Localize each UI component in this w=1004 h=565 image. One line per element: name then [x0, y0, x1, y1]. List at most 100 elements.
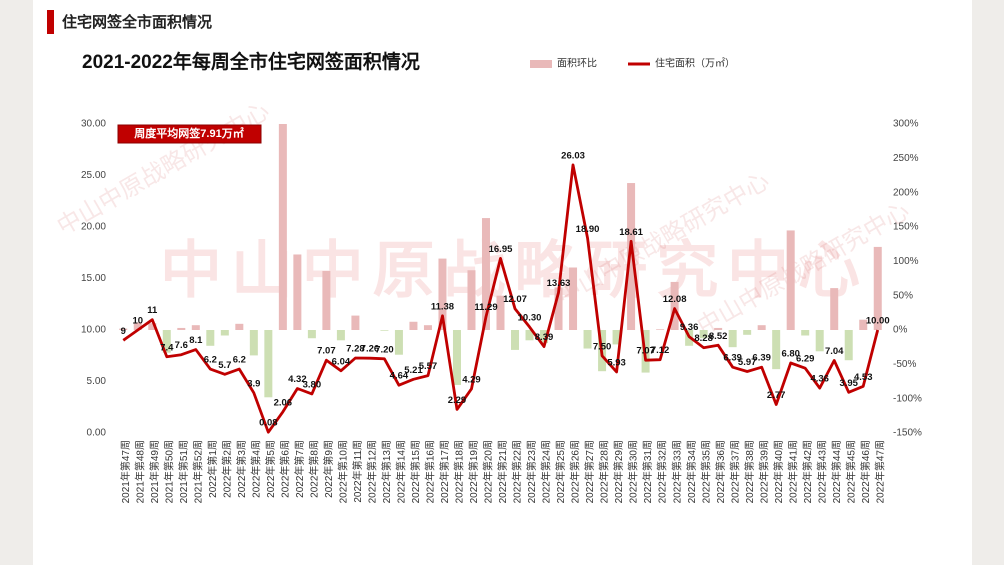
data-label: 7.20 [375, 344, 394, 355]
x-tick-label: 2022年第45周 [844, 440, 857, 503]
data-label: 0.08 [259, 418, 278, 429]
y2-tick-label: 250% [893, 153, 919, 164]
data-label: 12.07 [503, 294, 527, 305]
data-label: 4.53 [854, 372, 873, 383]
bar [656, 329, 665, 330]
bar [743, 330, 752, 335]
x-tick-label: 2022年第15周 [409, 440, 422, 503]
data-label: 6.2 [204, 355, 217, 366]
bar [569, 267, 578, 330]
x-tick-label: 2022年第13周 [380, 440, 393, 503]
bar [583, 330, 592, 349]
data-label: 3.95 [839, 378, 858, 389]
bar [322, 270, 331, 330]
x-tick-label: 2022年第12周 [366, 440, 379, 503]
data-label: 7.4 [160, 342, 174, 353]
data-label: 7.26 [361, 344, 380, 355]
legend-swatch [530, 60, 552, 68]
x-tick-label: 2022年第35周 [699, 440, 712, 503]
x-tick-label: 2022年第31周 [641, 440, 654, 503]
x-tick-label: 2022年第17周 [438, 440, 451, 503]
annotation: 周度平均网签7.91万㎡ [134, 126, 243, 140]
x-tick-label: 2022年第39周 [757, 440, 770, 503]
y2-tick-label: 50% [893, 290, 913, 301]
bar [757, 325, 766, 330]
data-label: 4.64 [390, 371, 409, 382]
x-tick-label: 2022年第9周 [322, 440, 335, 498]
data-label: 11.38 [431, 301, 454, 312]
y2-tick-label: 300% [893, 119, 919, 130]
card [33, 0, 972, 565]
x-tick-label: 2022年第34周 [685, 440, 698, 503]
data-label: 10 [132, 316, 143, 327]
bar [278, 124, 287, 330]
y2-tick-label: 0% [893, 325, 908, 336]
bar [801, 330, 810, 336]
y-tick-label: 10.00 [81, 325, 106, 336]
bar [815, 330, 824, 352]
x-tick-label: 2022年第19周 [467, 440, 480, 503]
x-tick-label: 2022年第22周 [511, 440, 524, 503]
x-tick-label: 2022年第42周 [801, 440, 814, 503]
x-tick-label: 2022年第37周 [728, 440, 741, 503]
x-tick-label: 2022年第44周 [830, 440, 843, 503]
bar [554, 287, 563, 330]
data-label: 5.93 [607, 357, 626, 368]
x-tick-label: 2022年第5周 [264, 440, 277, 498]
header-bar [47, 10, 54, 34]
data-label: 8.52 [709, 331, 728, 342]
bar [177, 327, 186, 330]
bar [525, 330, 534, 341]
x-tick-label: 2022年第6周 [278, 440, 291, 498]
x-tick-label: 2022年第21周 [496, 440, 509, 503]
chart-title: 2021-2022年每周全市住宅网签面积情况 [82, 50, 420, 73]
data-label: 7.12 [651, 345, 670, 356]
annotation-box [117, 124, 262, 144]
y2-tick-label: 100% [893, 256, 919, 267]
data-label: 3.9 [247, 378, 260, 389]
x-tick-label: 2022年第23周 [525, 440, 538, 503]
data-label: 6.29 [796, 354, 815, 365]
x-tick-label: 2022年第27周 [583, 440, 596, 503]
data-label: 4.36 [810, 374, 829, 385]
data-label: 2.06 [274, 397, 293, 408]
data-label: 4.32 [288, 374, 307, 385]
x-tick-label: 2021年第50周 [162, 440, 175, 503]
data-label: 4.29 [462, 374, 481, 385]
bar [249, 330, 258, 356]
x-tick-label: 2021年第52周 [191, 440, 204, 503]
bar [612, 330, 621, 345]
x-tick-label: 2022年第29周 [612, 440, 625, 503]
bar [452, 330, 461, 385]
data-label: 7.6 [175, 340, 188, 351]
data-label: 7.07 [317, 346, 336, 357]
data-label: 11.29 [474, 302, 497, 313]
bar [481, 218, 490, 330]
x-tick-label: 2022年第40周 [772, 440, 785, 503]
x-tick-label: 2022年第18周 [453, 440, 466, 503]
x-tick-label: 2022年第38周 [743, 440, 756, 503]
x-tick-label: 2022年第8周 [308, 440, 321, 498]
bar [438, 258, 447, 330]
data-label: 8.39 [535, 332, 554, 343]
data-label: 2.29 [448, 395, 467, 406]
data-label: 26.03 [561, 150, 585, 161]
data-label: 7.07 [636, 346, 655, 357]
data-label: 13.63 [547, 278, 571, 289]
y2-tick-label: -100% [893, 393, 922, 404]
y2-tick-label: -50% [893, 359, 916, 370]
data-label: 7.50 [593, 341, 612, 352]
line [122, 163, 880, 434]
layer: 0.00 5.00 10.00 15.00 20.00 25.00 30.00 -150% -1… [81, 57, 922, 504]
data-label: 7.04 [825, 346, 844, 357]
bar [873, 246, 882, 330]
x-tick-label: 2022年第1周 [206, 440, 219, 498]
bar [293, 254, 302, 330]
bar [670, 281, 679, 330]
x-tick-label: 2021年第47周 [119, 440, 132, 503]
data-label: 5.57 [419, 361, 438, 372]
bar [351, 315, 360, 330]
bar [859, 319, 868, 330]
